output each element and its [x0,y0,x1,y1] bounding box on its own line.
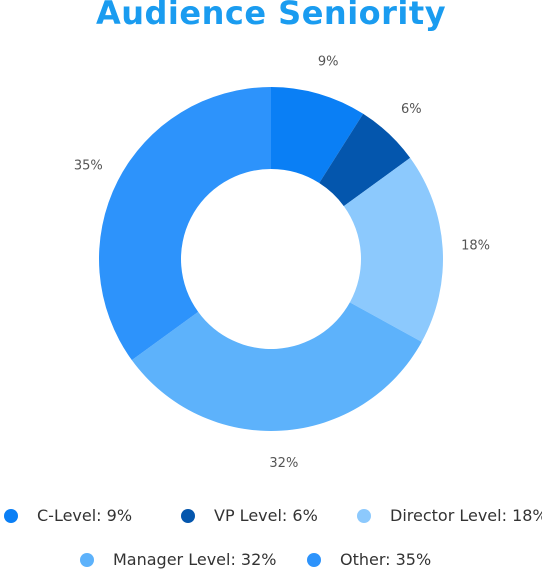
legend-item-manager-level[interactable]: Manager Level: 32% [80,550,277,569]
legend-item-other[interactable]: Other: 35% [307,550,431,569]
slice-c-level[interactable] [271,87,364,184]
slice-other[interactable] [99,87,271,361]
legend-marker-vp-level [181,508,195,523]
legend-label-c-level: C-Level: 9% [37,506,133,525]
legend-item-c-level[interactable]: C-Level: 9% [4,506,132,525]
slice-label-manager-level: 32% [269,456,298,471]
donut-chart: 9% 6% 18% 32% 35% [74,55,490,471]
slice-label-vp-level: 6% [401,102,422,117]
legend-label-other: Other: 35% [340,550,432,569]
slice-vp-level[interactable] [319,113,411,207]
legend-marker-director-level [357,508,371,523]
legend-item-director-level[interactable]: Director Level: 18% [357,506,542,525]
legend-label-vp-level: VP Level: 6% [214,506,318,525]
slice-label-other: 35% [74,158,103,173]
slice-label-c-level: 9% [318,55,339,70]
slice-label-director-level: 18% [461,239,490,254]
legend-label-manager-level: Manager Level: 32% [113,550,277,569]
legend-label-director-level: Director Level: 18% [390,506,542,525]
legend-marker-other [307,552,321,567]
slice-manager-level[interactable] [131,302,422,432]
legend-marker-manager-level [80,552,94,567]
slice-director-level[interactable] [343,157,443,342]
legend-marker-c-level [4,508,18,523]
chart-title: Audience Seniority [95,0,447,32]
legend-item-vp-level[interactable]: VP Level: 6% [181,506,318,525]
